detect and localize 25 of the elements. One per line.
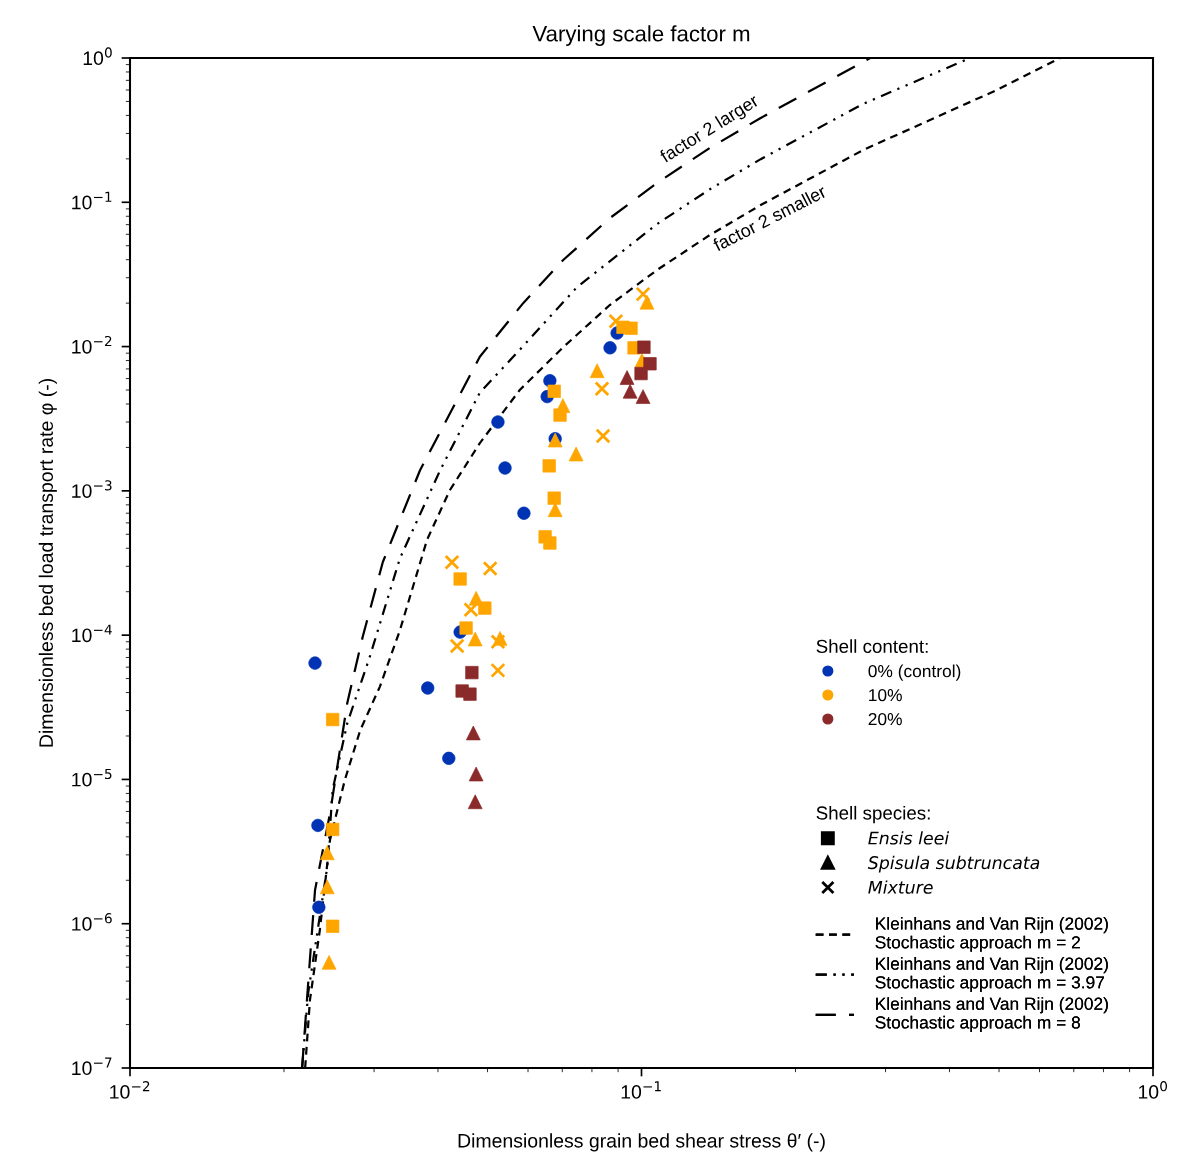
legend-label: Kleinhans and Van Rijn (2002) Stochastic approach m = 3.97 <box>875 957 1108 992</box>
annotation: Mixture <box>868 880 933 894</box>
y-tick-label: 10$^{−7}$ <box>72 1057 112 1076</box>
y-tick-label: 10$^{−1}$ <box>72 191 112 210</box>
legend-label: 20% <box>868 712 902 726</box>
text: Shell content: <box>816 639 928 653</box>
y-tick-label: 10$^{−3}$ <box>72 480 112 498</box>
x-tick-label: 10$^{0}$ <box>1138 1081 1168 1099</box>
y-tick-label: 10$^{−4}$ <box>72 624 112 643</box>
legend-label: Kleinhans and Van Rijn (2002) Stochastic approach m = 2 <box>875 916 1108 952</box>
legend-label: 10% <box>869 688 902 702</box>
x-tick-label: 10$^{−1}$ <box>621 1081 661 1099</box>
x-axis-title: Dimensionless grain bed shear stress θ′ (-) <box>458 1133 825 1152</box>
annotation: Spisula subtruncata <box>867 855 1040 873</box>
y-tick-label: 10$^{−5}$ <box>72 768 112 787</box>
chart-title: Varying scale factor m <box>532 25 750 46</box>
y-axis-title: Dimensionless bed load transport rate φ (-) <box>38 379 57 747</box>
y-tick-label: 10$^{−6}$ <box>72 913 112 931</box>
x-tick-label: 10$^{−2}$ <box>110 1081 150 1099</box>
text: Shell species: <box>816 805 930 824</box>
y-tick-label: 10$^{0}$ <box>83 47 112 66</box>
annotation: Ensis leei <box>868 831 950 845</box>
legend-label: Kleinhans and Van Rijn (2002) Stochastic approach m = 8 <box>875 997 1108 1033</box>
legend-label: 0% (control) <box>868 664 961 681</box>
y-tick-label: 10$^{−2}$ <box>72 335 112 354</box>
